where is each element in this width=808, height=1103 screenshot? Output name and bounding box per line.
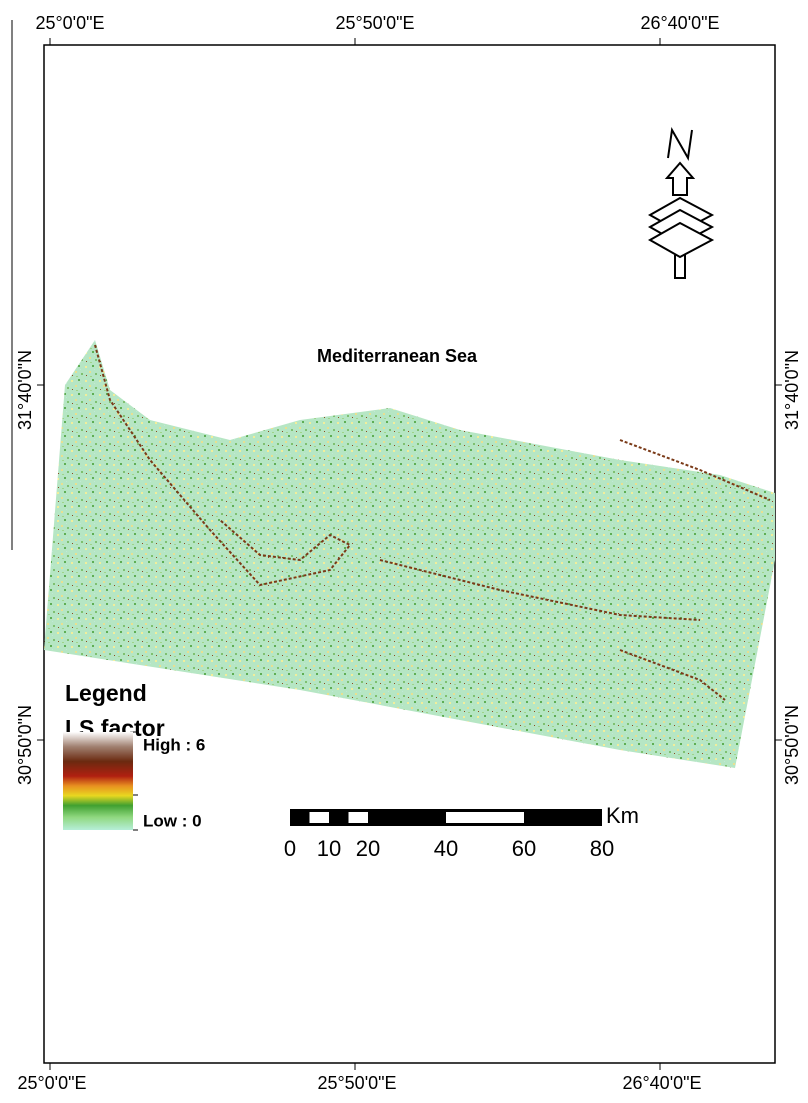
legend-ramp bbox=[63, 732, 133, 830]
scale-label: 80 bbox=[590, 836, 614, 861]
bottom-coord-label: 25°0'0"E bbox=[17, 1073, 86, 1093]
top-coord-label: 26°40'0"E bbox=[640, 13, 719, 33]
right-coord-label: 30°50'0"N bbox=[782, 705, 802, 785]
scale-label: 60 bbox=[512, 836, 536, 861]
left-coord-label: 30°50'0"N bbox=[15, 705, 35, 785]
legend-low: Low : 0 bbox=[143, 811, 202, 830]
scale-bar: 0 10 20 40 60 80 Km bbox=[284, 803, 639, 861]
north-arrow bbox=[650, 130, 712, 278]
scale-unit: Km bbox=[606, 803, 639, 828]
top-coord-label: 25°50'0"E bbox=[335, 13, 414, 33]
map: Mediterranean Sea N Legend LS factor Hig… bbox=[0, 0, 808, 1098]
legend-title: Legend bbox=[65, 680, 147, 706]
land-area bbox=[44, 340, 775, 768]
scale-label: 0 bbox=[284, 836, 296, 861]
scale-segment bbox=[349, 812, 369, 823]
legend-ticks bbox=[133, 732, 138, 830]
scale-label: 10 bbox=[317, 836, 341, 861]
scale-segment bbox=[310, 812, 330, 823]
scale-segment bbox=[446, 812, 524, 823]
sea-label: Mediterranean Sea bbox=[317, 346, 478, 366]
scale-label: 20 bbox=[356, 836, 380, 861]
left-coord-label: 31°40'0"N bbox=[15, 350, 35, 430]
right-coord-label: 31°40'0"N bbox=[782, 350, 802, 430]
bottom-coord-label: 26°40'0"E bbox=[622, 1073, 701, 1093]
bottom-coord-label: 25°50'0"E bbox=[317, 1073, 396, 1093]
legend-high: High : 6 bbox=[143, 735, 205, 754]
top-coord-label: 25°0'0"E bbox=[35, 13, 104, 33]
scale-label: 40 bbox=[434, 836, 458, 861]
